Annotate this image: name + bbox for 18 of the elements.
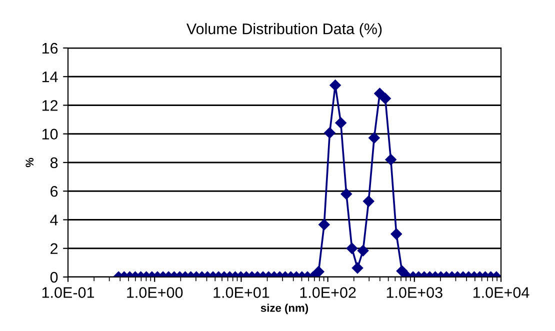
x-tick-label: 1.0E+01 xyxy=(214,287,270,298)
y-tick-label: 10 xyxy=(42,128,58,140)
y-tick-label: 12 xyxy=(42,100,58,111)
chart-title: Volume Distribution Data (%) xyxy=(186,23,382,38)
x-tick-label: 1.0E+00 xyxy=(127,287,183,298)
y-tick-label: 2 xyxy=(50,243,58,254)
x-axis-title: size (nm) xyxy=(260,304,308,314)
y-tick-label: 16 xyxy=(42,42,58,54)
y-axis-title: % xyxy=(26,158,34,168)
x-tick-label: 1.0E-01 xyxy=(42,287,94,298)
y-tick-label: 14 xyxy=(42,72,58,82)
y-tick-label: 8 xyxy=(50,157,58,168)
x-tick-label: 1.0E+02 xyxy=(300,287,356,298)
y-tick-label: 0 xyxy=(50,272,58,283)
x-tick-label: 1.0E+03 xyxy=(386,287,442,298)
y-tick-label: 6 xyxy=(50,186,58,197)
x-tick-label: 1.0E+04 xyxy=(473,287,530,298)
y-tick-label: 4 xyxy=(50,214,58,226)
